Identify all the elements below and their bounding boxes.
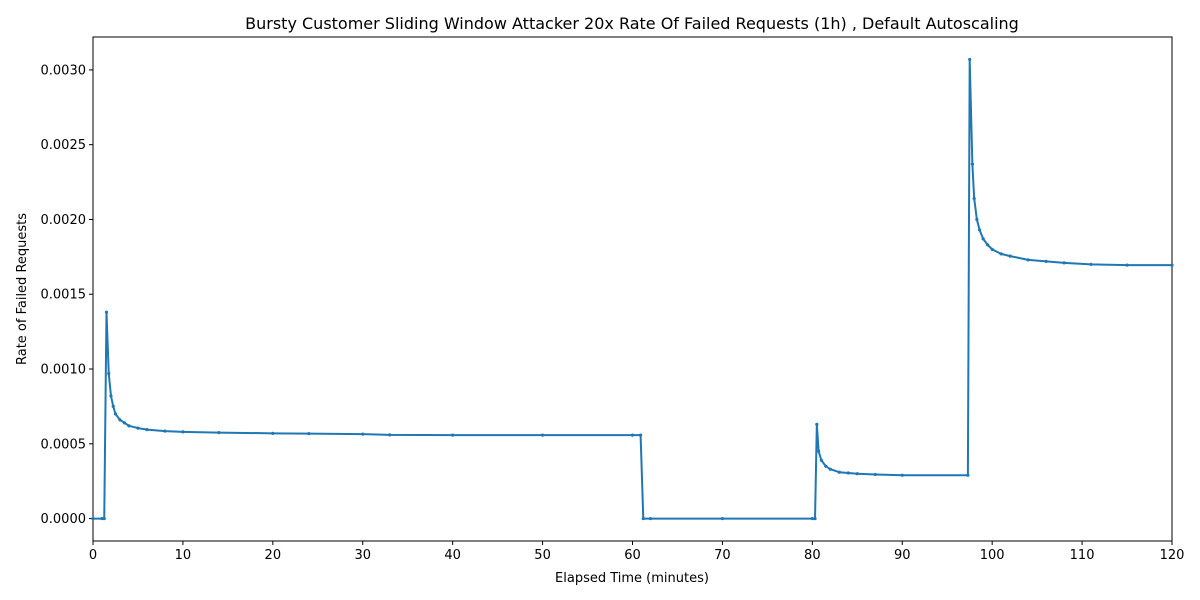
data-point <box>118 418 122 422</box>
data-point <box>641 516 645 521</box>
x-tick-label: 30 <box>354 548 371 563</box>
data-point <box>720 516 725 521</box>
data-point <box>1008 254 1012 258</box>
x-tick-label: 90 <box>894 548 911 563</box>
data-point <box>630 433 635 437</box>
data-point <box>451 433 455 437</box>
data-point <box>972 196 976 201</box>
data-point <box>109 394 113 398</box>
data-point <box>307 432 311 436</box>
data-point <box>217 430 221 435</box>
x-tick-label: 0 <box>89 548 97 563</box>
data-point <box>968 57 972 62</box>
x-tick-label: 80 <box>804 548 821 563</box>
data-point <box>145 427 149 432</box>
data-point <box>977 228 982 232</box>
data-point <box>819 458 823 462</box>
data-point <box>638 433 643 437</box>
y-tick-label: 0.0005 <box>41 437 87 452</box>
data-point <box>271 431 275 435</box>
data-point <box>975 217 979 222</box>
data-point <box>107 371 111 376</box>
data-point <box>837 470 841 474</box>
data-point <box>966 473 970 477</box>
data-point <box>388 433 392 437</box>
data-point <box>181 430 185 434</box>
data-point <box>1062 261 1066 265</box>
data-point <box>828 467 832 471</box>
data-point <box>361 432 365 436</box>
data-point <box>990 247 994 251</box>
data-point <box>127 424 131 428</box>
data-point <box>986 243 990 247</box>
data-point <box>873 472 877 477</box>
plot-area <box>92 36 1173 542</box>
y-tick-label: 0.0010 <box>41 363 87 378</box>
y-tick-label: 0.0015 <box>41 288 87 303</box>
x-axis: 0 10 20 30 40 50 60 70 80 90 100 110 120 <box>89 541 1185 563</box>
x-axis-label: Elapsed Time (minutes) <box>555 571 709 586</box>
data-point <box>1170 263 1174 267</box>
data-point <box>1089 262 1093 266</box>
data-point <box>817 449 821 453</box>
y-tick-label: 0.0025 <box>41 138 87 153</box>
data-point <box>100 516 104 521</box>
data-point <box>810 516 814 521</box>
x-tick-label: 50 <box>534 548 551 563</box>
x-tick-label: 70 <box>714 548 731 563</box>
data-point <box>970 162 974 166</box>
x-tick-label: 60 <box>624 548 641 563</box>
data-point <box>855 472 859 476</box>
y-axis-label: Rate of Failed Requests <box>15 213 30 365</box>
data-point <box>900 473 904 477</box>
data-point <box>648 516 653 521</box>
data-point <box>1026 258 1030 262</box>
data-point <box>813 516 817 521</box>
data-point <box>102 516 106 521</box>
data-point <box>1044 259 1048 263</box>
data-point <box>824 464 828 468</box>
x-tick-label: 120 <box>1160 548 1185 563</box>
chart-title: Bursty Customer Sliding Window Attacker … <box>245 14 1019 33</box>
data-point <box>136 426 140 430</box>
y-tick-label: 0.0020 <box>41 213 87 228</box>
data-point <box>815 422 819 426</box>
data-point <box>163 429 167 433</box>
data-point <box>981 237 985 241</box>
data-point <box>540 433 545 437</box>
x-tick-label: 10 <box>175 548 192 563</box>
data-point <box>1125 263 1129 267</box>
data-point <box>999 252 1003 256</box>
data-point <box>104 310 109 314</box>
data-series <box>91 57 1174 521</box>
x-tick-label: 20 <box>265 548 282 563</box>
data-point <box>113 412 118 416</box>
data-point <box>91 516 95 521</box>
x-tick-label: 100 <box>980 548 1005 563</box>
data-point <box>846 471 850 475</box>
y-tick-label: 0.0000 <box>41 512 87 527</box>
x-tick-label: 110 <box>1070 548 1095 563</box>
x-tick-label: 40 <box>444 548 461 563</box>
y-tick-label: 0.0030 <box>41 63 87 78</box>
data-point <box>111 404 115 408</box>
y-axis: 0.0000 0.0005 0.0010 0.0015 0.0020 0.0025 0.00… <box>41 63 93 527</box>
data-point <box>122 421 127 425</box>
